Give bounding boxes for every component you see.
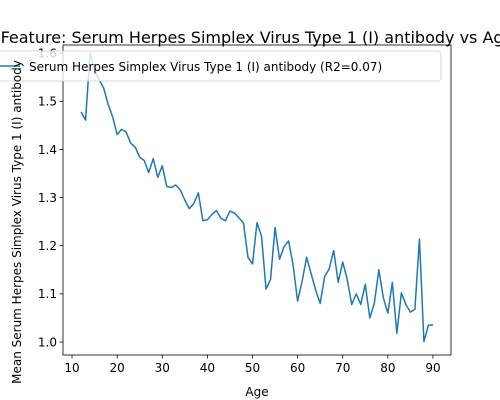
x-tick-label: 90 <box>425 361 440 375</box>
x-tick-label: 10 <box>64 361 79 375</box>
legend-box <box>0 50 442 82</box>
y-axis-label: Mean Serum Herpes Simplex Virus Type 1 (… <box>10 60 24 384</box>
x-axis-label: Age <box>245 385 268 399</box>
chart-title: Feature: Serum Herpes Simplex Virus Type… <box>1 28 500 47</box>
y-tick-label: 1.4 <box>38 143 57 157</box>
series-line-0 <box>80 52 433 343</box>
y-tick-label: 1.3 <box>38 191 57 205</box>
axes-frame <box>62 44 452 356</box>
x-tick-label: 60 <box>290 361 305 375</box>
x-tick-label: 80 <box>380 361 395 375</box>
y-tick-label: 1.5 <box>38 95 57 109</box>
plot-area: 1020304050607080901.01.11.21.31.41.51.6S… <box>0 44 452 375</box>
legend-label: Serum Herpes Simplex Virus Type 1 (I) an… <box>29 60 382 74</box>
x-tick-label: 70 <box>335 361 350 375</box>
x-tick-label: 30 <box>155 361 170 375</box>
x-tick-label: 20 <box>109 361 124 375</box>
y-tick-label: 1.1 <box>38 287 57 301</box>
y-tick-label: 1.2 <box>38 239 57 253</box>
x-tick-label: 50 <box>245 361 260 375</box>
y-tick-label: 1.0 <box>38 335 57 349</box>
x-tick-label: 40 <box>200 361 215 375</box>
